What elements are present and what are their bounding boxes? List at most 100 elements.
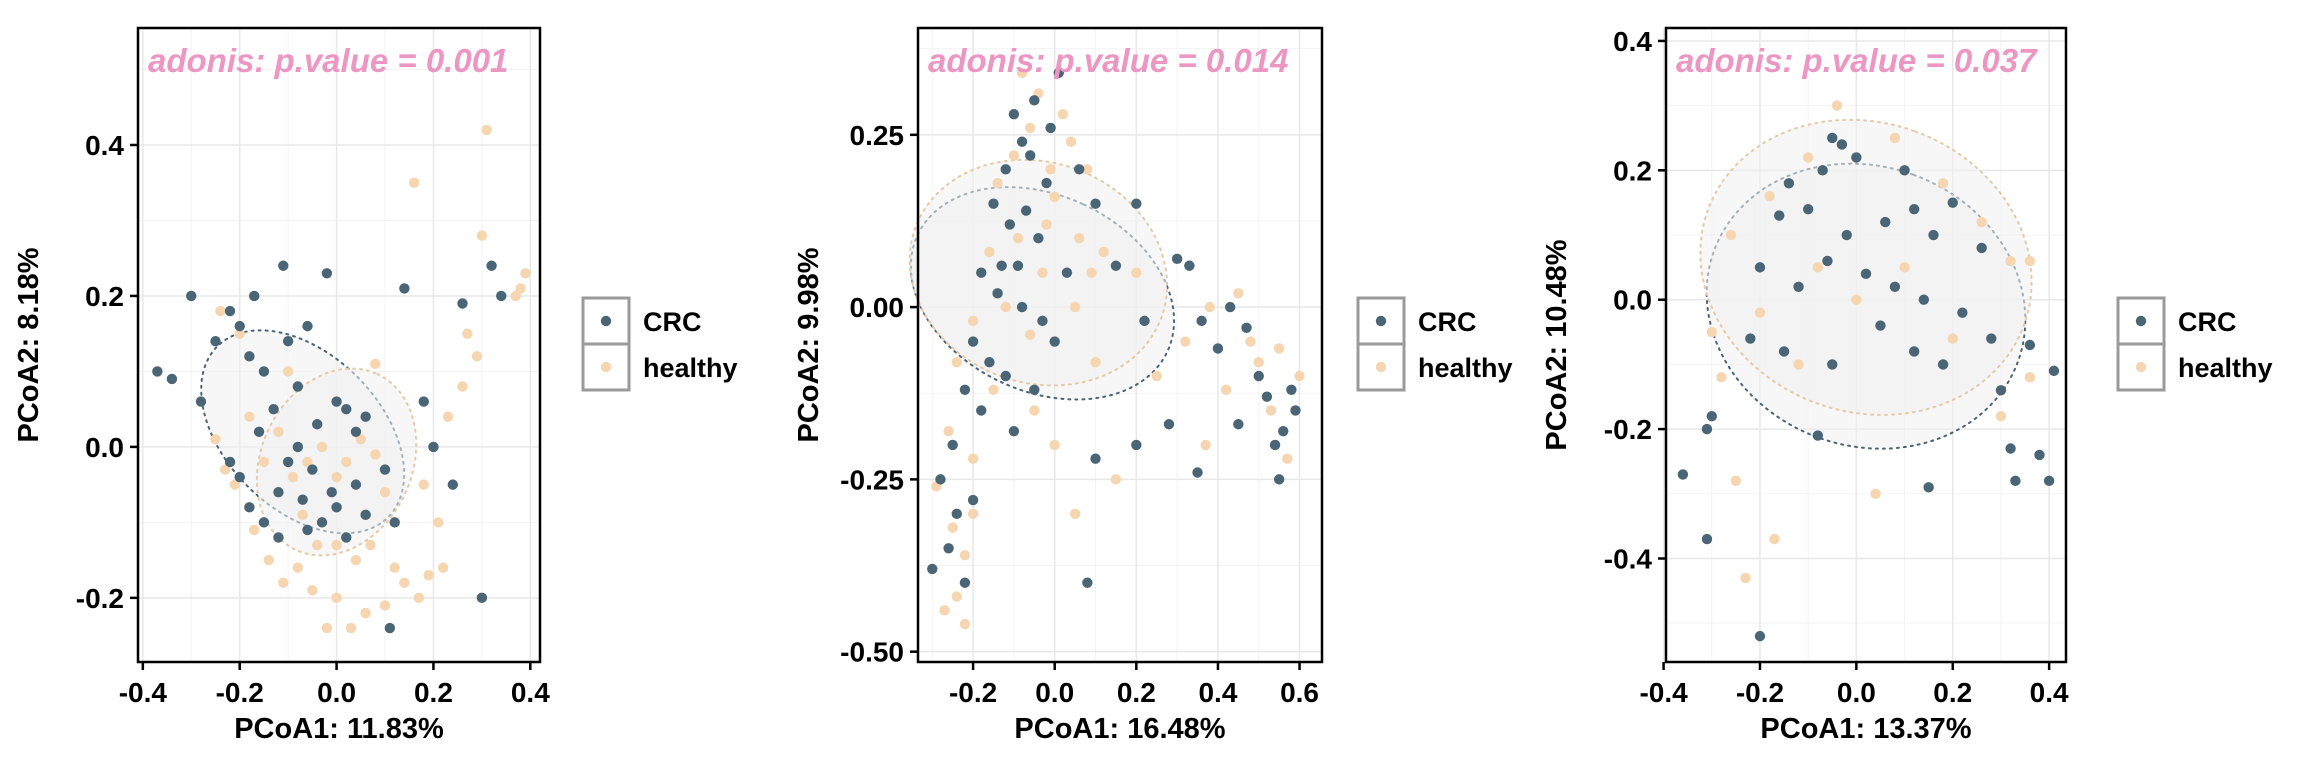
data-point-crc	[1957, 307, 1968, 318]
y-axis-title: PCoA2: 10.48%	[1541, 239, 1573, 450]
data-point-healthy	[947, 522, 958, 533]
data-point-healthy	[437, 562, 449, 573]
data-point-crc	[1836, 139, 1848, 150]
data-point-crc	[1923, 482, 1934, 493]
data-point-crc	[384, 622, 396, 634]
data-point-crc	[282, 456, 294, 468]
data-point-healthy	[331, 539, 342, 551]
data-point-crc	[399, 283, 410, 294]
data-point-healthy	[1000, 301, 1011, 313]
data-point-crc	[1184, 260, 1195, 271]
data-point-crc	[1908, 203, 1920, 215]
data-point-crc	[1947, 197, 1958, 208]
data-point-healthy	[229, 479, 241, 490]
data-point-crc	[1212, 343, 1224, 354]
data-point-healthy	[462, 328, 473, 339]
data-point-crc	[1224, 301, 1236, 313]
data-point-healthy	[258, 456, 270, 468]
data-point-crc	[1918, 294, 1930, 305]
data-point-crc	[943, 543, 954, 554]
data-point-healthy	[1793, 359, 1804, 370]
data-point-crc	[947, 439, 958, 451]
data-point-crc	[1986, 333, 1997, 344]
data-point-healthy	[967, 315, 979, 327]
data-point-healthy	[959, 618, 971, 630]
data-point-crc	[350, 479, 362, 490]
data-point-healthy	[1294, 370, 1305, 382]
data-point-healthy	[408, 177, 420, 188]
chart-panel-2: adonis: p.value = 0.014 -0.2 0.0 0.2 0.4 0.6 -…	[793, 26, 1513, 745]
data-point-crc	[258, 517, 270, 528]
data-point-healthy	[423, 570, 434, 581]
legend: CRC healthy	[1356, 296, 1513, 392]
data-point-crc	[1827, 359, 1838, 370]
data-point-healthy	[1754, 307, 1766, 318]
data-point-crc	[1783, 178, 1795, 189]
data-point-healthy	[379, 486, 391, 498]
data-point-healthy	[249, 524, 260, 536]
data-point-healthy	[297, 509, 308, 521]
data-point-healthy	[350, 554, 362, 566]
adonis-annotation: adonis: p.value = 0.001	[148, 42, 508, 79]
legend-key-healthy	[600, 361, 612, 373]
data-point-crc	[1029, 95, 1040, 106]
data-point-healthy	[1764, 191, 1775, 202]
data-point-healthy	[1065, 136, 1077, 147]
data-point-crc	[486, 260, 497, 271]
data-point-crc	[1278, 425, 1289, 437]
data-point-crc	[1049, 336, 1060, 347]
data-point-healthy	[1029, 405, 1040, 416]
data-point-crc	[244, 502, 255, 513]
data-point-crc	[1745, 333, 1756, 344]
data-point-healthy	[520, 268, 531, 279]
data-point-crc	[1754, 262, 1766, 273]
data-point-crc	[1000, 370, 1011, 382]
data-point-crc	[1754, 630, 1766, 642]
legend-label-healthy: healthy	[643, 353, 738, 383]
y-tick-label: 0.4	[1613, 26, 1652, 57]
data-point-healthy	[471, 351, 483, 362]
data-point-crc	[1778, 346, 1790, 357]
data-point-healthy	[515, 283, 526, 294]
legend-label-healthy: healthy	[2178, 353, 2273, 383]
data-point-healthy	[1812, 262, 1824, 273]
data-point-crc	[976, 405, 987, 416]
data-point-crc	[1139, 315, 1150, 327]
data-point-healthy	[1265, 405, 1277, 416]
data-point-crc	[258, 366, 270, 377]
data-point-healthy	[307, 585, 318, 596]
data-point-healthy	[2024, 255, 2036, 267]
data-point-healthy	[1253, 357, 1264, 368]
data-point-crc	[1131, 439, 1142, 451]
data-point-healthy	[418, 479, 429, 490]
data-point-crc	[321, 268, 333, 279]
legend: CRC healthy	[2116, 296, 2273, 392]
data-point-healthy	[457, 381, 468, 392]
data-point-healthy	[321, 622, 333, 634]
data-point-crc	[1016, 301, 1028, 313]
x-tick-label: 0.0	[1035, 677, 1074, 708]
data-point-crc	[1016, 136, 1028, 147]
data-point-crc	[1131, 198, 1142, 209]
data-point-crc	[1045, 122, 1056, 134]
data-point-crc	[1012, 260, 1024, 271]
data-point-healthy	[1947, 333, 1958, 344]
data-point-crc	[166, 373, 178, 385]
x-tick-label: 0.4	[511, 677, 550, 708]
data-point-crc	[249, 290, 260, 302]
data-point-healthy	[1716, 372, 1727, 383]
data-point-healthy	[1082, 164, 1093, 175]
data-point-crc	[1233, 419, 1244, 430]
data-point-crc	[1889, 281, 1901, 292]
data-point-crc	[152, 366, 163, 377]
legend-key-crc	[2135, 315, 2147, 327]
data-point-crc	[1061, 267, 1073, 278]
data-point-healthy	[355, 434, 366, 445]
y-tick-label: -0.50	[840, 637, 904, 668]
data-point-crc	[967, 494, 979, 506]
data-point-crc	[1817, 165, 1828, 176]
data-point-healthy	[1086, 267, 1097, 278]
data-point-healthy	[312, 539, 323, 551]
data-point-crc	[1812, 430, 1824, 441]
x-tick-label: 0.6	[1280, 677, 1319, 708]
